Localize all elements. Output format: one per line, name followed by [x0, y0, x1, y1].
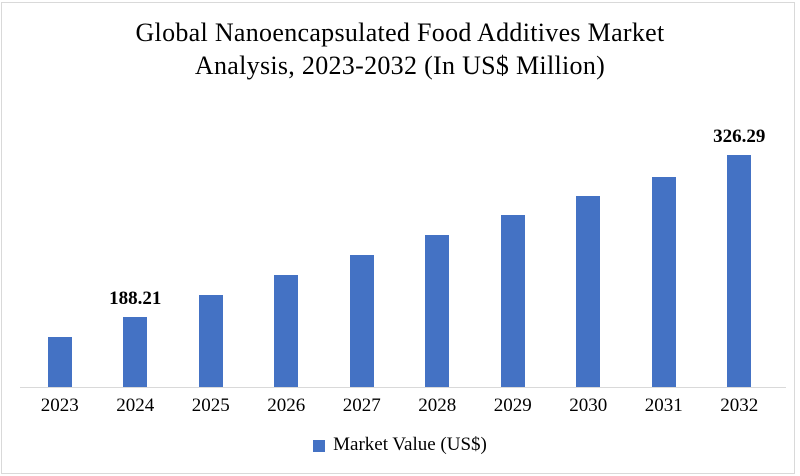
x-tick-2025: 2025: [191, 395, 230, 416]
x-tick-2031: 2031: [644, 395, 683, 416]
bar-column: [551, 139, 627, 387]
x-tick-2026: 2026: [267, 395, 306, 416]
chart-title-line-1: Global Nanoencapsulated Food Additives M…: [135, 18, 665, 47]
x-tick-2032: 2032: [720, 395, 759, 416]
bar-column: 188.21: [98, 139, 174, 387]
bar-column: [400, 139, 476, 387]
x-tick-2030: 2030: [569, 395, 608, 416]
data-label-2032: 326.29: [713, 126, 766, 147]
bar-column: [173, 139, 249, 387]
bar-2024: [123, 317, 148, 387]
x-tick-2023: 2023: [40, 395, 79, 416]
bar-column: 326.29: [702, 127, 778, 387]
x-tick-2028: 2028: [418, 395, 457, 416]
bar-2032: [727, 155, 752, 387]
bar-column: [475, 139, 551, 387]
x-tick-2024: 2024: [116, 395, 155, 416]
plot-area: 188.21 326.29: [22, 127, 778, 387]
bar-2023: [47, 337, 72, 387]
legend-marker-square: [313, 440, 326, 452]
chart-title: Global Nanoencapsulated Food Additives M…: [0, 16, 800, 82]
legend-label: Market Value (US$): [333, 434, 487, 455]
bar-2030: [576, 196, 601, 387]
chart-title-line-2: Analysis, 2023-2032 (In US$ Million): [194, 51, 606, 80]
bar-column: [324, 139, 400, 387]
bar-column: [249, 139, 325, 387]
x-tick-2027: 2027: [342, 395, 381, 416]
bar-2026: [274, 275, 299, 387]
legend: Market Value (US$): [0, 434, 800, 456]
bar-2028: [425, 235, 450, 387]
bar-2025: [198, 295, 223, 387]
bar-column: [22, 139, 98, 387]
bar-2031: [651, 177, 676, 387]
x-tick-2029: 2029: [493, 395, 532, 416]
bar-2027: [349, 255, 374, 387]
bar-column: [626, 139, 702, 387]
bar-2029: [500, 215, 525, 387]
data-label-2024: 188.21: [109, 288, 162, 309]
x-axis-line: [20, 387, 786, 388]
x-axis-tick-labels: 2023 2024 2025 2026 2027 2028 2029 2030 2031 2032: [22, 394, 777, 418]
